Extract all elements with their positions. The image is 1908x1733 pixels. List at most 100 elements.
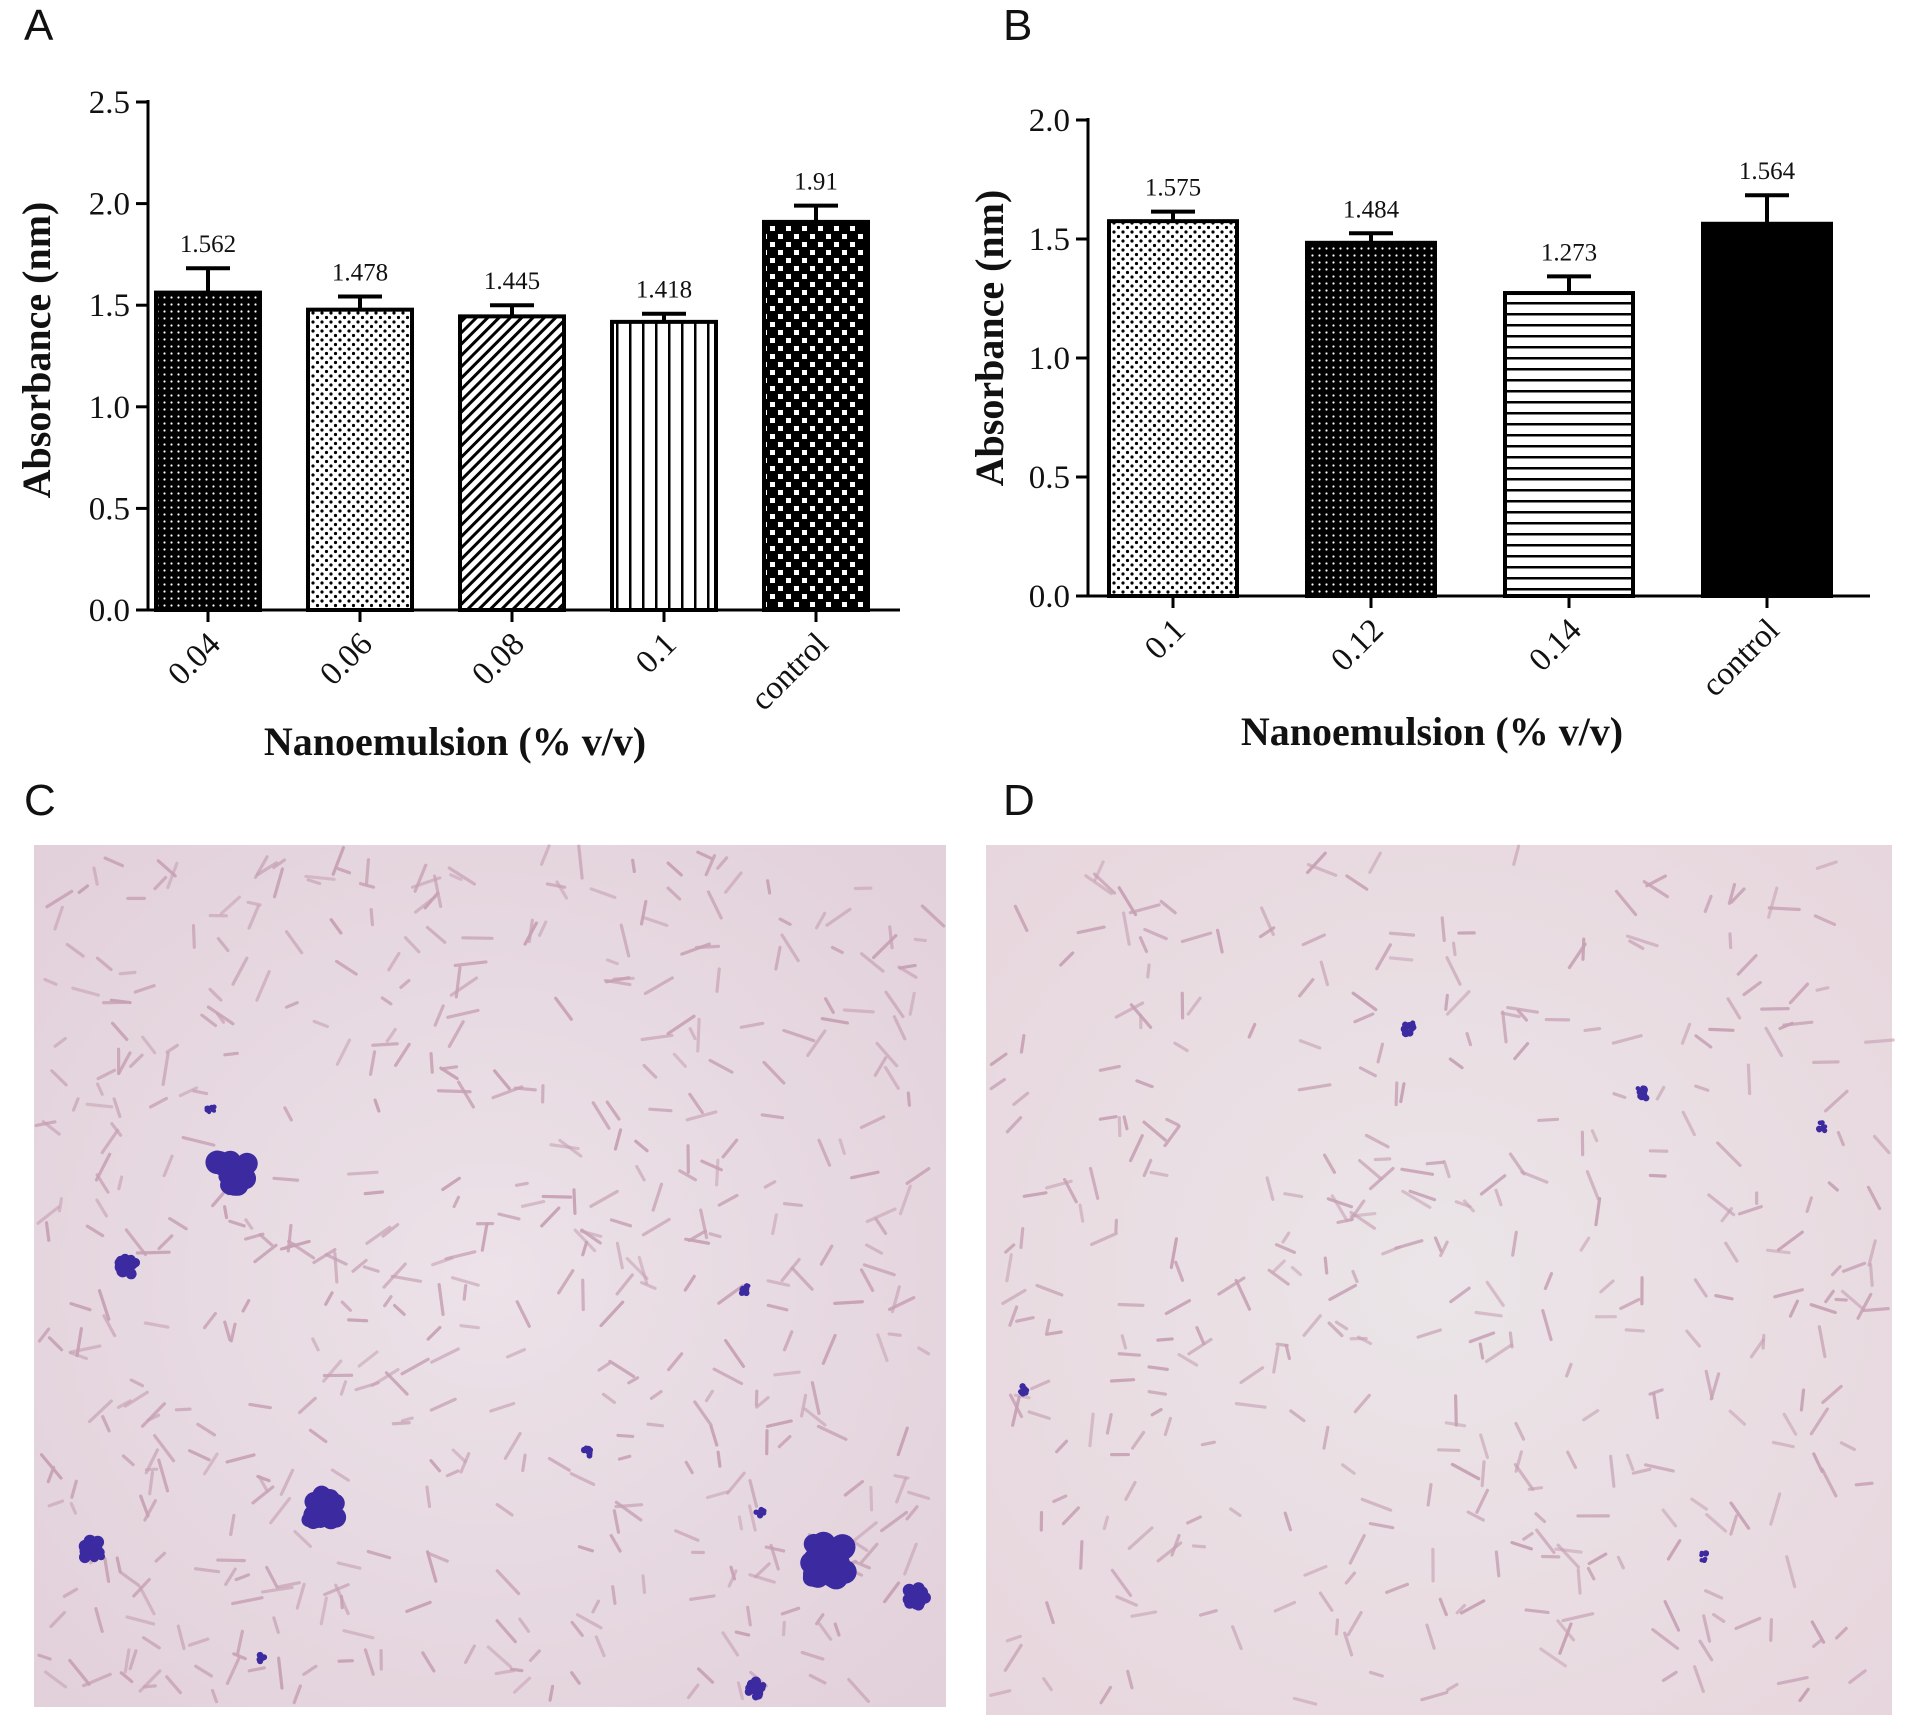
stained-cluster xyxy=(1021,1385,1027,1391)
bacterium-rod xyxy=(1856,1292,1873,1320)
bacterium-rod xyxy=(302,1664,318,1676)
bacterium-rod xyxy=(1711,1612,1726,1623)
bacterium-rod xyxy=(1090,1231,1118,1247)
bacterium-rod xyxy=(1004,1243,1016,1254)
bacterium-rod xyxy=(324,1252,348,1266)
x-tick-label: 0.1 xyxy=(629,626,684,681)
bacterium-rod xyxy=(1625,1453,1635,1472)
bacterium-rod xyxy=(444,1250,477,1261)
bacterium-rod xyxy=(47,1499,65,1508)
micrograph-c xyxy=(34,844,946,1707)
panel-letter-a: A xyxy=(24,1,54,50)
bacterium-rod xyxy=(429,1052,434,1074)
bacterium-rod xyxy=(1868,1262,1874,1287)
y-tick-label: 0.5 xyxy=(89,491,130,527)
bacterium-rod xyxy=(1110,1568,1133,1597)
bacterium-rod xyxy=(782,1202,803,1208)
bacterium-rod xyxy=(1767,886,1779,919)
bacterium-rod xyxy=(821,1333,837,1365)
bacterium-rod xyxy=(737,1515,744,1531)
bacterium-rod xyxy=(1439,1240,1449,1258)
bacterium-rod xyxy=(112,1097,122,1119)
bacterium-rod xyxy=(489,1401,516,1413)
bacterium-rod xyxy=(339,1380,348,1396)
bacterium-rod xyxy=(1122,1115,1129,1131)
bacterium-rod xyxy=(449,873,463,881)
y-tick-label: 1.0 xyxy=(89,390,130,426)
bacterium-rod xyxy=(771,1213,778,1236)
bacterium-rod xyxy=(257,1475,269,1493)
bacterium-rod xyxy=(139,1494,150,1518)
bacterium-rod xyxy=(100,1128,120,1155)
bacterium-rod xyxy=(124,1228,148,1257)
bacterium-rod xyxy=(869,1485,874,1512)
bacterium-rod xyxy=(1567,942,1587,970)
bacterium-rod xyxy=(1217,1276,1246,1296)
bacterium-rod xyxy=(1810,1620,1826,1644)
bacterium-rod xyxy=(558,1138,583,1158)
bacterium-rod xyxy=(334,959,358,976)
bacterium-rod xyxy=(253,1243,278,1264)
bacterium-rod xyxy=(539,844,551,866)
bacterium-rod xyxy=(1612,1092,1627,1099)
y-tick-label: 0.0 xyxy=(89,593,130,629)
bacterium-rod xyxy=(336,867,352,875)
bacterium-rod xyxy=(721,1138,739,1159)
bacterium-rod xyxy=(45,889,74,909)
bacterium-rod xyxy=(612,976,635,981)
bacterium-rod xyxy=(696,1017,701,1053)
bacterium-rod xyxy=(1013,904,1029,933)
bacterium-rod xyxy=(781,1620,786,1637)
bacterium-rod xyxy=(347,1318,369,1323)
stained-cluster xyxy=(218,1169,233,1184)
bacterium-rod xyxy=(1576,1568,1582,1595)
bacterium-rod xyxy=(1159,899,1177,915)
stained-cluster xyxy=(86,1547,98,1559)
bacterium-rod xyxy=(330,1468,351,1482)
bacterium-rod xyxy=(47,1336,64,1352)
data-label: 1.91 xyxy=(794,169,838,196)
bacterium-rod xyxy=(1322,1425,1330,1450)
bacterium-rod xyxy=(1130,1610,1158,1618)
bacterium-rod xyxy=(194,1664,214,1678)
bacterium-rod xyxy=(94,1607,104,1633)
bacterium-rod xyxy=(116,1399,132,1410)
bacterium-rod xyxy=(1862,1307,1890,1313)
bacterium-rod xyxy=(545,882,567,889)
bacterium-rod xyxy=(1426,1482,1433,1507)
bacterium-rod xyxy=(1765,1248,1791,1255)
bacterium-rod xyxy=(272,1616,280,1634)
bacterium-rod xyxy=(860,1542,879,1564)
bacterium-rod xyxy=(708,1232,722,1239)
bacterium-rod xyxy=(495,1619,517,1644)
y-tick-label: 1.5 xyxy=(1029,222,1070,258)
bacterium-rod xyxy=(717,1193,739,1207)
bacterium-rod xyxy=(1445,990,1471,1016)
bacterium-rod xyxy=(688,1027,697,1041)
x-tick-label: control xyxy=(1695,612,1787,704)
bacterium-rod xyxy=(641,1217,671,1237)
bacterium-rod xyxy=(1078,1203,1085,1223)
bacterium-rod xyxy=(497,1212,521,1221)
bacterium-rod xyxy=(371,1042,399,1047)
bacterium-rod xyxy=(1661,1670,1678,1683)
bacterium-rod xyxy=(1468,1331,1496,1344)
stained-cluster xyxy=(1638,1089,1644,1095)
bacterium-rod xyxy=(1648,1173,1667,1178)
bacterium-rod xyxy=(1319,960,1330,987)
stained-cluster xyxy=(1642,1094,1650,1102)
bacterium-rod xyxy=(715,967,721,993)
bacterium-rod xyxy=(1841,1261,1867,1273)
bacterium-rod xyxy=(903,1542,918,1576)
bacterium-rod xyxy=(1811,1638,1824,1648)
bacterium-rod xyxy=(1348,1534,1366,1565)
bacterium-rod xyxy=(1142,1158,1153,1178)
bacterium-rod xyxy=(1120,1334,1128,1350)
bacterium-rod xyxy=(688,1092,704,1114)
bacterium-rod xyxy=(1117,1116,1122,1138)
bacterium-rod xyxy=(1539,1647,1567,1668)
bacterium-rod xyxy=(284,930,304,955)
bacterium-rod xyxy=(400,1416,414,1423)
bacterium-rod xyxy=(1694,1034,1713,1049)
bacterium-rod xyxy=(174,1407,192,1412)
